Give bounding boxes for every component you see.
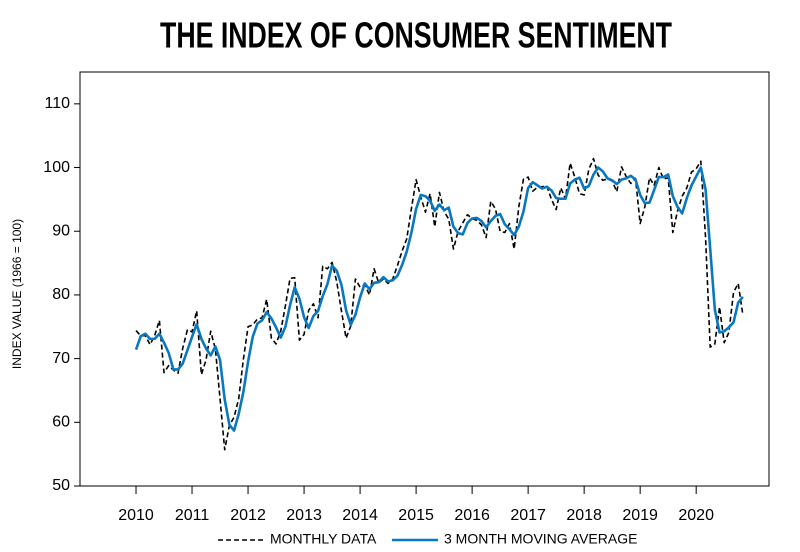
x-tick-label: 2015 [398, 507, 434, 524]
x-tick-label: 2014 [342, 507, 378, 524]
y-tick-label: 60 [52, 414, 70, 431]
x-tick-label: 2019 [622, 507, 658, 524]
x-tick-label: 2010 [118, 507, 154, 524]
x-tick-label: 2017 [510, 507, 546, 524]
y-tick-label: 80 [52, 286, 70, 303]
y-tick-label: 50 [52, 477, 70, 494]
x-tick-label: 2013 [286, 507, 322, 524]
series-line [134, 166, 744, 432]
y-tick-label: 70 [52, 350, 70, 367]
x-tick-label: 2020 [678, 507, 714, 524]
legend-label: MONTHLY DATA [270, 531, 377, 547]
legend-label: 3 MONTH MOVING AVERAGE [444, 531, 637, 547]
x-tick-label: 2018 [566, 507, 602, 524]
y-tick-label: 110 [44, 95, 70, 112]
x-tick-label: 2012 [230, 507, 266, 524]
y-tick-label: 90 [52, 222, 70, 239]
plot-frame [79, 71, 770, 487]
y-tick-label: 100 [43, 159, 70, 176]
chart-title: THE INDEX OF CONSUMER SENTIMENT [160, 15, 672, 56]
series-line [135, 157, 744, 451]
x-tick-label: 2011 [175, 507, 210, 524]
y-axis-label: INDEX VALUE (1966 = 100) [10, 219, 24, 369]
x-tick-label: 2016 [454, 507, 490, 524]
